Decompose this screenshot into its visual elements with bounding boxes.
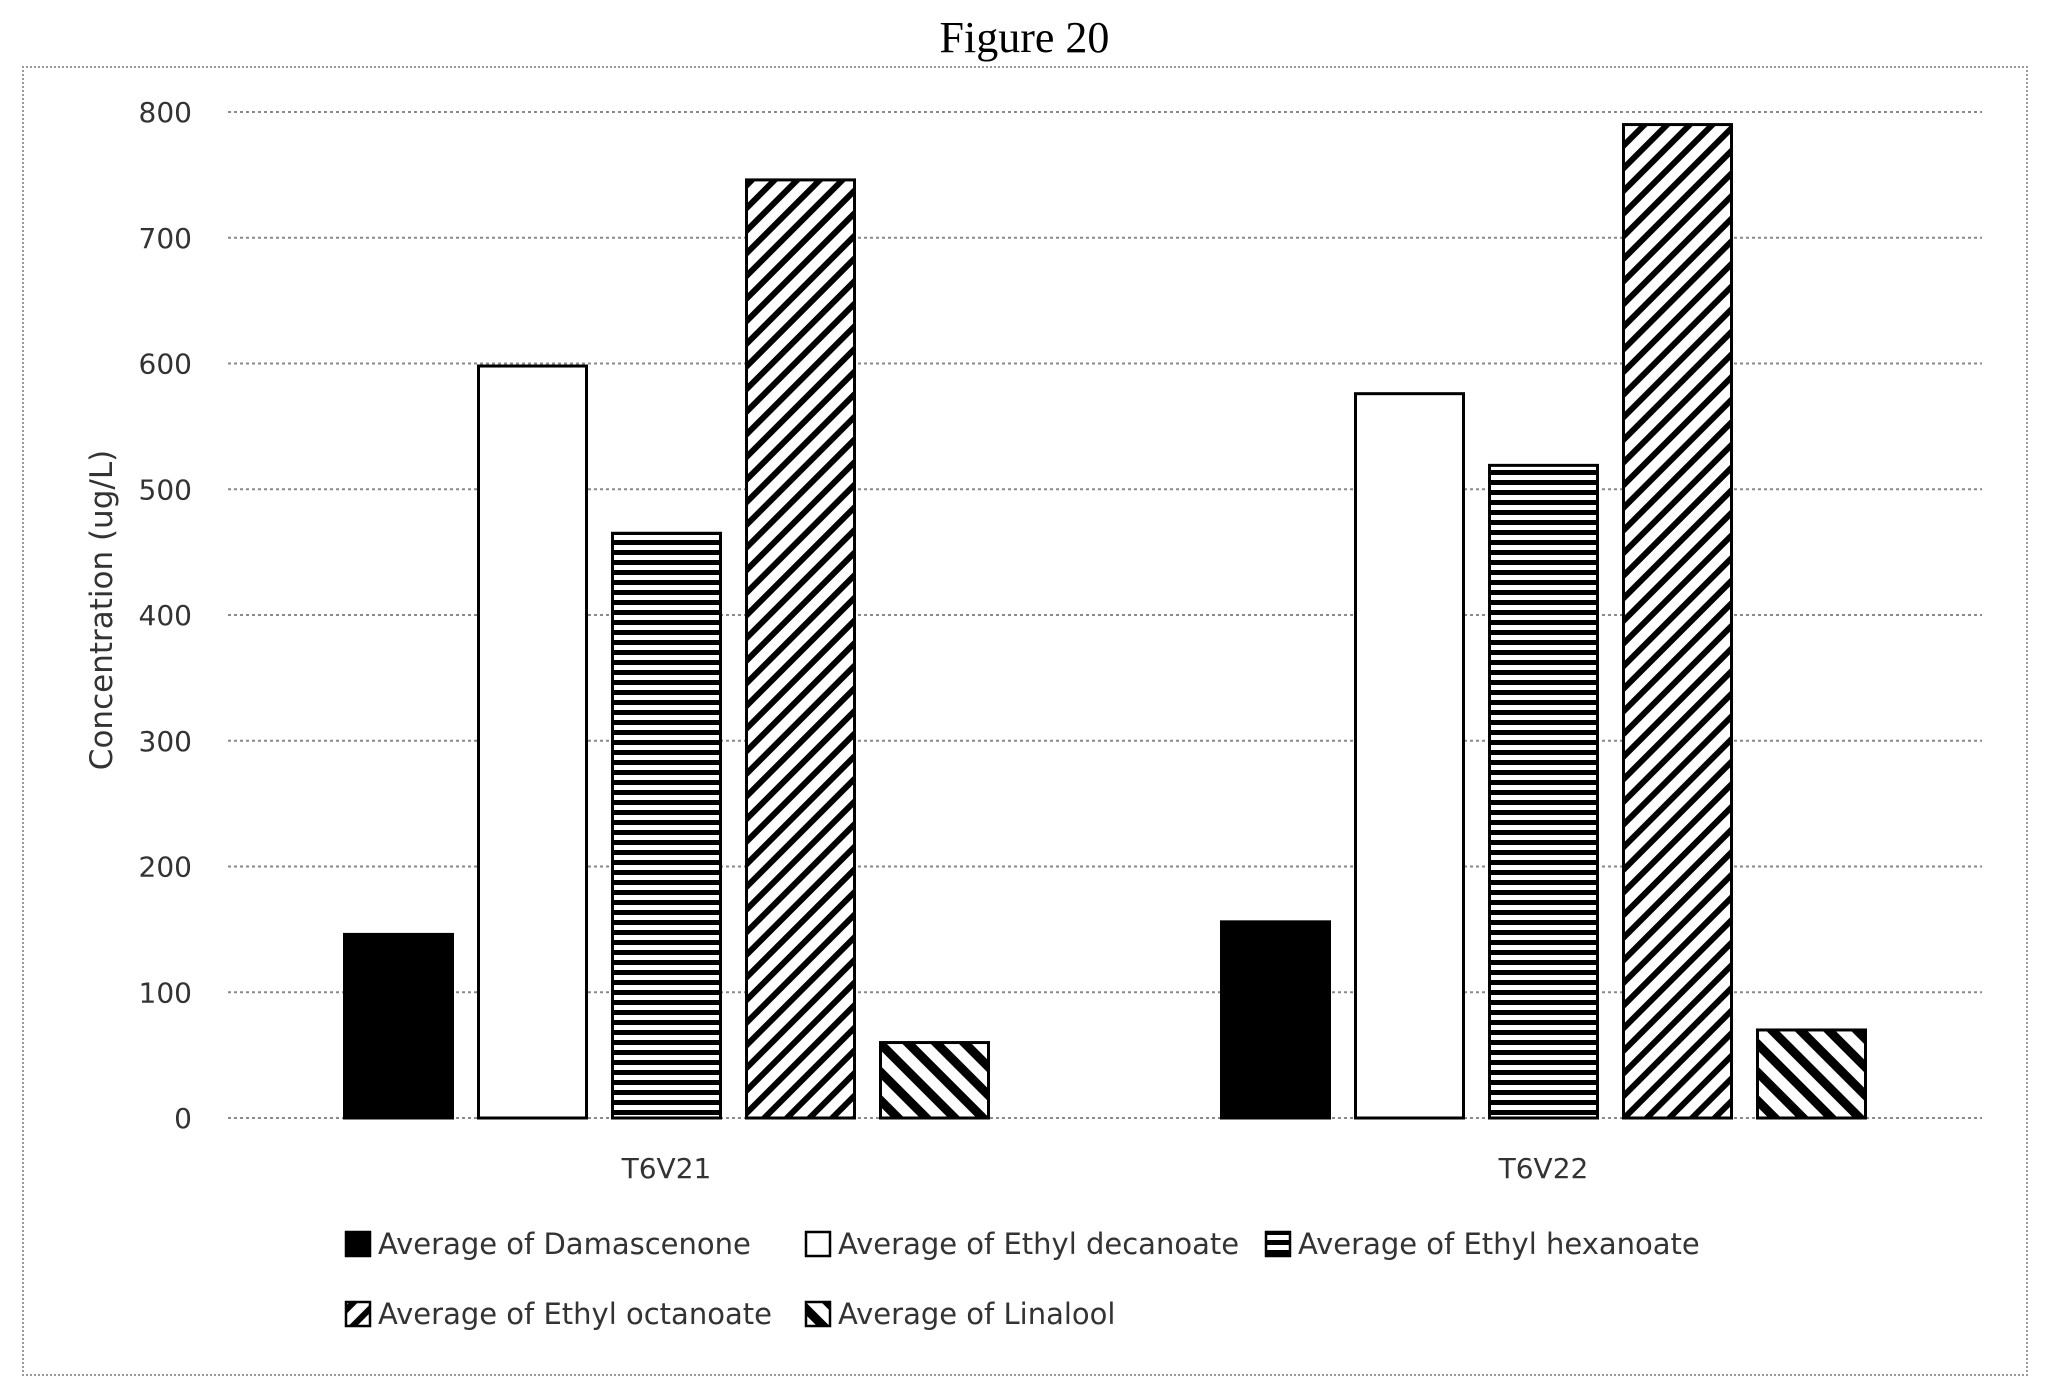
x-tick-label: T6V21 xyxy=(621,1152,712,1185)
y-tick-label: 0 xyxy=(174,1102,192,1135)
legend-label: Average of Ethyl decanoate xyxy=(838,1227,1239,1261)
legend-swatch xyxy=(344,1300,372,1328)
bar-0-4 xyxy=(879,1041,990,1120)
bar-0-3 xyxy=(745,178,856,1120)
y-tick-label: 400 xyxy=(139,599,192,632)
bar-1-3 xyxy=(1622,123,1733,1120)
y-tick-label: 300 xyxy=(139,725,192,758)
y-tick-label: 700 xyxy=(139,222,192,255)
gridlines xyxy=(228,111,1982,1119)
legend-swatch xyxy=(1264,1230,1292,1258)
legend: Average of Damascenone Average of Ethyl d… xyxy=(344,1227,1700,1331)
legend-swatch xyxy=(344,1230,372,1258)
bar-0-1 xyxy=(477,364,588,1120)
bar-0-0 xyxy=(343,932,454,1120)
legend-swatch xyxy=(804,1300,832,1328)
figure-title: Figure 20 xyxy=(939,13,1110,62)
legend-label: Average of Damascenone xyxy=(378,1227,751,1261)
bars xyxy=(343,123,1867,1120)
bar-1-1 xyxy=(1354,392,1465,1120)
y-tick-label: 100 xyxy=(139,976,192,1009)
legend-label: Average of Ethyl octanoate xyxy=(378,1297,772,1331)
y-axis: 0 100 200 300 400 500 600 700 800 xyxy=(139,96,192,1135)
legend-label: Average of Ethyl hexanoate xyxy=(1298,1227,1700,1261)
y-axis-label: Concentration (ug/L) xyxy=(84,450,120,770)
chart-frame xyxy=(22,66,2028,1376)
y-tick-label: 200 xyxy=(139,851,192,884)
bar-1-2 xyxy=(1488,463,1599,1120)
bar-0-2 xyxy=(611,531,722,1120)
x-tick-label: T6V22 xyxy=(1498,1152,1589,1185)
legend-swatch xyxy=(804,1230,832,1258)
y-tick-label: 800 xyxy=(139,96,192,129)
y-tick-label: 500 xyxy=(139,473,192,506)
y-tick-label: 600 xyxy=(139,348,192,381)
bar-1-0 xyxy=(1220,920,1331,1120)
legend-label: Average of Linalool xyxy=(838,1297,1115,1331)
bar-1-4 xyxy=(1756,1028,1867,1120)
x-axis: T6V21 T6V22 xyxy=(621,1152,1589,1185)
